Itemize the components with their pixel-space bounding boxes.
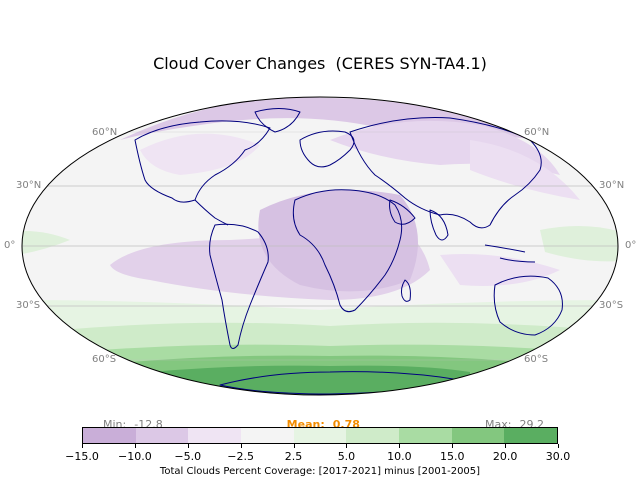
colorbar-tick-label: −15.0 — [65, 450, 99, 463]
colorbar-tick-mark — [240, 444, 242, 448]
colorbar-tick-mark — [82, 444, 83, 448]
green-region-equatorial-west — [22, 231, 70, 256]
purple-region-north-america — [140, 133, 260, 175]
colorbar-tick-label: 2.5 — [284, 450, 303, 463]
colorbar-segment — [293, 428, 347, 443]
colorbar-segment — [241, 428, 294, 443]
lat-label-eq-right: 0° — [625, 240, 637, 251]
map-border — [21, 96, 619, 396]
colorbar-tick-mark — [399, 444, 401, 448]
colorbar-segment — [399, 428, 452, 443]
colorbar-tick-label: −5.0 — [174, 450, 202, 463]
colorbar-tick-mark — [505, 444, 507, 448]
colorbar-tick-label: −10.0 — [118, 450, 152, 463]
colorbar-segment — [135, 428, 189, 443]
colorbar-tick-mark — [558, 444, 559, 448]
lat-label-60s-right: 60°S — [524, 354, 549, 365]
lat-label-30s-left: 30°S — [16, 300, 41, 311]
lat-label-60n-left: 60°N — [92, 127, 118, 138]
coast-africa — [292, 189, 403, 313]
coast-europe — [299, 130, 355, 168]
purple-region-north-pacific — [470, 140, 580, 200]
colorbar-segment — [188, 428, 242, 443]
coast-central-america — [194, 199, 229, 226]
colorbar-tick-label: 5.0 — [337, 450, 356, 463]
colorbar-tick-label: 10.0 — [387, 450, 412, 463]
colorbar-tick-label: 30.0 — [545, 450, 571, 463]
coast-indonesia — [484, 244, 536, 263]
colorbar-segment — [451, 428, 505, 443]
colorbar-label: Total Clouds Percent Coverage: [2017-202… — [159, 466, 481, 477]
colorbar-tick-mark — [134, 444, 136, 448]
coast-greenland — [254, 108, 301, 133]
colorbar-tick-mark — [346, 444, 348, 448]
lat-label-60n-right: 60°N — [524, 127, 550, 138]
colorbar-segment — [504, 428, 558, 443]
coast-asia — [349, 117, 542, 229]
coastlines — [134, 108, 590, 395]
colorbar-tick-mark — [452, 444, 454, 448]
coast-arabia — [389, 199, 416, 225]
colorbar-tick-mark — [293, 444, 295, 448]
colorbar-tick-label: 15.0 — [439, 450, 465, 463]
coast-new-zealand — [584, 319, 590, 341]
coast-madagascar — [400, 279, 411, 302]
coast-south-america — [209, 223, 269, 349]
lat-label-30n-left: 30°N — [16, 180, 42, 191]
colorbar — [82, 427, 558, 444]
colorbar-tick-mark — [187, 444, 189, 448]
lat-label-60s-left: 60°S — [92, 354, 117, 365]
lat-label-eq-left: 0° — [4, 240, 16, 251]
lat-label-30s-right: 30°S — [599, 300, 624, 311]
coast-australia — [493, 275, 563, 336]
map-title: Cloud Cover Changes (CERES SYN-TA4.1) — [153, 54, 487, 73]
green-region-equatorial-east — [540, 225, 618, 262]
colorbar-tick-label: 20.0 — [492, 450, 518, 463]
purple-region-africa-core — [258, 190, 418, 292]
lat-label-30n-right: 30°N — [599, 180, 625, 191]
colorbar-segment — [83, 428, 136, 443]
coast-india — [429, 209, 449, 241]
colorbar-tick-label: −2.5 — [227, 450, 255, 463]
colorbar-segment — [346, 428, 400, 443]
coast-north-america — [134, 120, 271, 203]
